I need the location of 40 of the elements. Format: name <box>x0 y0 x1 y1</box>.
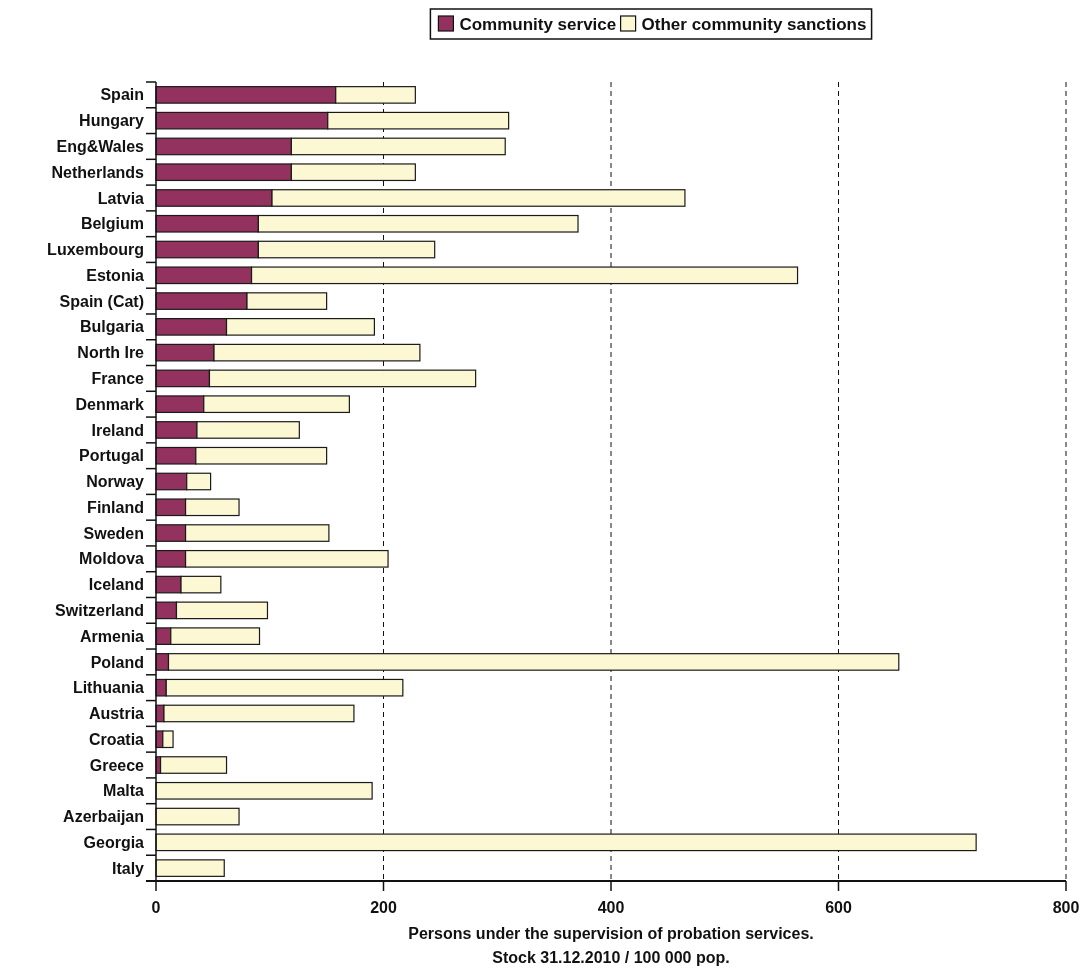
y-tick-label: North Ire <box>77 344 145 362</box>
y-tick-label: Georgia <box>83 833 145 851</box>
y-tick-label: Bulgaria <box>79 318 145 336</box>
y-tick-label: Finland <box>87 498 144 516</box>
y-tick-label: Netherlands <box>51 163 145 181</box>
x-tick-label: 0 <box>151 899 161 916</box>
bar <box>159 756 228 774</box>
y-tick-label: Hungary <box>79 112 145 130</box>
y-tick-label: Armenia <box>79 627 145 645</box>
y-tick-label: Moldova <box>79 550 145 568</box>
y-tick-label: Austria <box>88 705 145 723</box>
y-tick-label: Estonia <box>86 266 145 284</box>
y-tick-label: Norway <box>86 473 145 491</box>
y-tick-label: Malta <box>103 782 145 800</box>
x-tick-label: 600 <box>825 899 852 916</box>
y-tick-label: Greece <box>89 756 145 774</box>
y-tick-label: Lithuania <box>72 679 145 697</box>
y-tick-label: Latvia <box>97 189 145 207</box>
x-tick-label: 400 <box>597 899 625 916</box>
y-tick-label: Ireland <box>91 421 144 439</box>
x-tick-label: 200 <box>370 899 397 916</box>
y-tick-label: Spain (Cat) <box>59 292 144 310</box>
y-tick-label: Poland <box>90 653 144 671</box>
x-tick-label: 800 <box>1052 899 1080 916</box>
y-tick-label: Iceland <box>88 576 144 594</box>
x-axis-title: Persons under the supervision of probation services. Stock 31.12.2010 / 100 000 pop. <box>408 925 814 966</box>
y-tick-label: Croatia <box>88 730 145 748</box>
y-tick-label: Azerbaijan <box>63 808 144 826</box>
y-tick-label: Portugal <box>79 447 144 465</box>
y-tick-label: France <box>91 370 145 387</box>
y-tick-label: Belgium <box>80 215 144 233</box>
y-tick-label: Italy <box>111 859 145 877</box>
y-tick-label: Spain <box>100 86 144 104</box>
y-tick-label: Sweden <box>83 524 144 542</box>
y-tick-label: Denmark <box>75 395 145 413</box>
legend-label: Other community sanctions <box>641 14 867 34</box>
y-tick-label: Eng&Wales <box>56 138 145 156</box>
legend-label: Community service <box>459 14 617 34</box>
y-tick-label: Switzerland <box>55 601 144 619</box>
y-tick-label: Luxembourg <box>47 241 144 259</box>
